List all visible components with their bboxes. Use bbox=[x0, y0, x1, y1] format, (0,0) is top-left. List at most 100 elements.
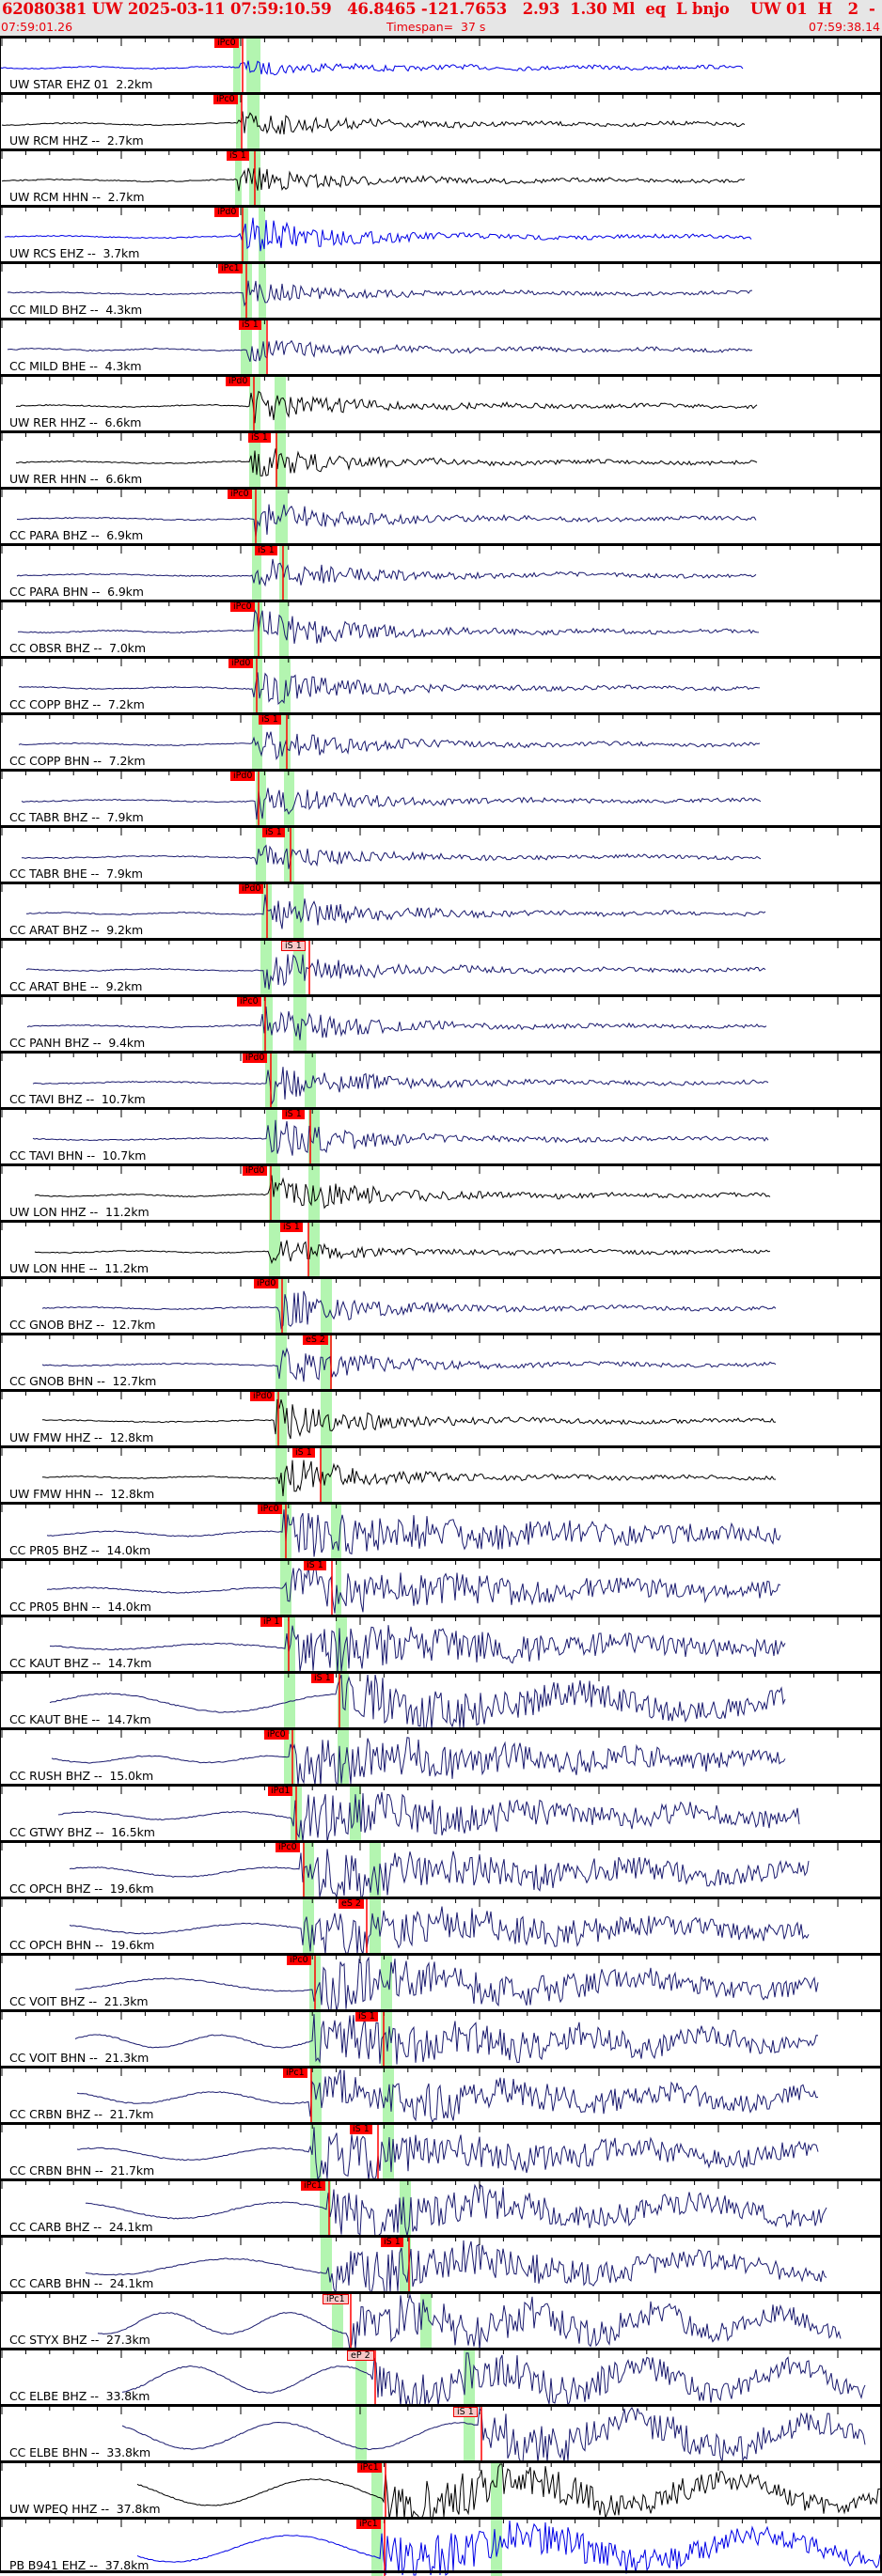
trace-row[interactable]: iPc1 CC STYX BHZ -- 27.3km bbox=[0, 2291, 882, 2350]
pick-window bbox=[247, 95, 260, 151]
trace-row[interactable]: iPc1 PB B941 EHZ -- 37.8km bbox=[0, 2517, 882, 2576]
trace-row[interactable]: iS 1 CC VOIT BHN -- 21.3km bbox=[0, 2009, 882, 2069]
trace-row[interactable]: iS 1 UW LON HHE -- 11.2km bbox=[0, 1220, 882, 1279]
trace-row[interactable]: iS 1 UW RCM HHN -- 2.7km bbox=[0, 148, 882, 208]
trace-row[interactable]: iPc0 CC RUSH BHZ -- 15.0km bbox=[0, 1727, 882, 1787]
phase-pick-label[interactable]: iPc0 bbox=[230, 602, 255, 612]
phase-pick-label[interactable]: iS 1 bbox=[248, 433, 271, 443]
trace-row[interactable]: iS 1 UW RER HHN -- 6.6km bbox=[0, 430, 882, 490]
pick-window bbox=[321, 1279, 332, 1335]
trace-row[interactable]: iPc0 CC PR05 BHZ -- 14.0km bbox=[0, 1502, 882, 1561]
trace-row[interactable]: iS 1 CC MILD BHE -- 4.3km bbox=[0, 318, 882, 377]
phase-pick-label[interactable]: iPc1 bbox=[301, 2181, 325, 2191]
trace-row[interactable]: iPd0 CC TABR BHZ -- 7.9km bbox=[0, 769, 882, 828]
pick-window bbox=[400, 2181, 411, 2238]
phase-pick-label[interactable]: iPd0 bbox=[228, 659, 254, 668]
trace-row[interactable]: iS 1 CC KAUT BHE -- 14.7km bbox=[0, 1671, 882, 1730]
phase-pick-label[interactable]: iPd0 bbox=[243, 1166, 268, 1176]
phase-pick-label[interactable]: iS 1 bbox=[304, 1561, 326, 1570]
phase-pick-label[interactable]: iPc0 bbox=[214, 39, 239, 48]
phase-pick-label[interactable]: iS 1 bbox=[350, 2125, 372, 2134]
trace-row[interactable]: iPc0 CC PARA BHZ -- 6.9km bbox=[0, 487, 882, 546]
phase-pick-label[interactable]: iS 1 bbox=[453, 2407, 478, 2417]
phase-pick-label[interactable]: iS 1 bbox=[282, 1110, 305, 1119]
phase-pick-label[interactable]: iPc1 bbox=[357, 2463, 382, 2473]
trace-row[interactable]: iPc0 UW RCM HHZ -- 2.7km bbox=[0, 92, 882, 151]
phase-pick-label[interactable]: iS 1 bbox=[355, 2012, 378, 2022]
trace-row[interactable]: iPd0 CC COPP BHZ -- 7.2km bbox=[0, 656, 882, 715]
phase-pick-label[interactable]: iP 1 bbox=[260, 1617, 283, 1627]
trace-row[interactable]: iS 1 CC PARA BHN -- 6.9km bbox=[0, 543, 882, 602]
trace-row[interactable]: iPc1 UW WPEQ HHZ -- 37.8km bbox=[0, 2460, 882, 2520]
trace-row[interactable]: iPd0 UW FMW HHZ -- 12.8km bbox=[0, 1389, 882, 1448]
phase-pick-label[interactable]: iPd0 bbox=[230, 772, 256, 781]
trace-row[interactable]: eP 2 CC ELBE BHZ -- 33.8km bbox=[0, 2348, 882, 2407]
trace-row[interactable]: iS 1 CC TABR BHE -- 7.9km bbox=[0, 825, 882, 884]
phase-pick-label[interactable]: eS 2 bbox=[303, 1335, 328, 1345]
trace-row[interactable]: iPd0 CC ARAT BHZ -- 9.2km bbox=[0, 882, 882, 941]
phase-pick-label[interactable]: iPc1 bbox=[323, 2294, 349, 2304]
trace-row[interactable]: iPc0 CC PANH BHZ -- 9.4km bbox=[0, 994, 882, 1054]
trace-row[interactable]: iS 1 CC PR05 BHN -- 14.0km bbox=[0, 1558, 882, 1617]
phase-pick-label[interactable]: iPc0 bbox=[258, 1505, 282, 1514]
trace-row[interactable]: iPc1 CC CARB BHZ -- 24.1km bbox=[0, 2178, 882, 2238]
trace-row[interactable]: eS 2 CC OPCH BHN -- 19.6km bbox=[0, 1897, 882, 1956]
phase-pick-label[interactable]: iPd1 bbox=[268, 1787, 293, 1796]
phase-pick-label[interactable]: iS 1 bbox=[255, 546, 277, 555]
trace-row[interactable]: iPc1 CC CRBN BHZ -- 21.7km bbox=[0, 2066, 882, 2125]
trace-row[interactable]: iS 1 CC TAVI BHN -- 10.7km bbox=[0, 1107, 882, 1166]
phase-pick-label[interactable]: iS 1 bbox=[259, 715, 281, 725]
trace-row[interactable]: iPd1 CC GTWY BHZ -- 16.5km bbox=[0, 1784, 882, 1843]
phase-pick-label[interactable]: iPd0 bbox=[226, 377, 251, 386]
phase-pick-label[interactable]: iPc1 bbox=[218, 264, 243, 273]
phase-pick-label[interactable]: iPd0 bbox=[243, 1054, 268, 1063]
pick-window bbox=[276, 433, 286, 490]
waveform-plot bbox=[1, 2066, 862, 2125]
phase-pick-label[interactable]: iPc0 bbox=[287, 1956, 311, 1965]
phase-pick-label[interactable]: iPc1 bbox=[283, 2069, 307, 2078]
waveform-trace bbox=[49, 1674, 786, 1729]
phase-pick-label[interactable]: iS 1 bbox=[280, 1223, 303, 1232]
phase-pick-label[interactable]: iPd0 bbox=[239, 884, 264, 894]
trace-row[interactable]: iPd0 CC GNOB BHZ -- 12.7km bbox=[0, 1276, 882, 1335]
phase-pick-label[interactable]: iS 1 bbox=[227, 151, 249, 161]
phase-pick-label[interactable]: iS 1 bbox=[239, 320, 261, 330]
trace-row[interactable]: iPc0 UW STAR EHZ 01 2.2km bbox=[0, 36, 882, 95]
waveform-plot bbox=[1, 1502, 862, 1561]
trace-row[interactable]: iS 1 CC CRBN BHN -- 21.7km bbox=[0, 2122, 882, 2181]
waveform-trace bbox=[18, 731, 761, 760]
phase-pick-label[interactable]: iS 1 bbox=[311, 1674, 334, 1683]
pick-window bbox=[491, 2520, 502, 2576]
phase-pick-label[interactable]: iPc0 bbox=[276, 1843, 300, 1852]
trace-row[interactable]: iP 1 CC KAUT BHZ -- 14.7km bbox=[0, 1615, 882, 1674]
trace-row[interactable]: iS 1 CC CARB BHN -- 24.1km bbox=[0, 2235, 882, 2294]
phase-pick-label[interactable]: iPc0 bbox=[264, 1730, 289, 1740]
trace-row[interactable]: iPd0 UW RER HHZ -- 6.6km bbox=[0, 374, 882, 433]
trace-row[interactable]: iS 1 UW FMW HHN -- 12.8km bbox=[0, 1445, 882, 1505]
trace-row[interactable]: iS 1 CC ELBE BHN -- 33.8km bbox=[0, 2404, 882, 2463]
trace-row[interactable]: iPc0 CC VOIT BHZ -- 21.3km bbox=[0, 1953, 882, 2012]
phase-pick-label[interactable]: iS 1 bbox=[281, 941, 306, 951]
phase-pick-label[interactable]: iS 1 bbox=[381, 2238, 403, 2247]
trace-row[interactable]: iPc0 CC OPCH BHZ -- 19.6km bbox=[0, 1840, 882, 1899]
phase-pick-label[interactable]: eS 2 bbox=[339, 1899, 364, 1909]
phase-pick-label[interactable]: iS 1 bbox=[292, 1448, 315, 1458]
phase-pick-label[interactable]: iPc0 bbox=[237, 997, 261, 1007]
phase-pick-label[interactable]: iPc0 bbox=[228, 490, 252, 499]
phase-pick-label[interactable]: iS 1 bbox=[262, 828, 285, 837]
phase-pick-label[interactable]: iPc1 bbox=[356, 2520, 381, 2529]
trace-row[interactable]: iPd0 CC TAVI BHZ -- 10.7km bbox=[0, 1051, 882, 1110]
phase-pick-label[interactable]: iPd0 bbox=[214, 208, 240, 217]
phase-pick-label[interactable]: iPc0 bbox=[213, 95, 238, 104]
trace-row[interactable]: iS 1 CC COPP BHN -- 7.2km bbox=[0, 712, 882, 772]
phase-pick-label[interactable]: eP 2 bbox=[347, 2350, 374, 2361]
trace-row[interactable]: iS 1 CC ARAT BHE -- 9.2km bbox=[0, 938, 882, 997]
trace-row[interactable]: eS 2 CC GNOB BHN -- 12.7km bbox=[0, 1333, 882, 1392]
waveform-plot bbox=[1, 1558, 862, 1617]
trace-row[interactable]: iPd0 UW LON HHZ -- 11.2km bbox=[0, 1163, 882, 1223]
phase-pick-label[interactable]: iPd0 bbox=[254, 1279, 279, 1288]
trace-row[interactable]: iPc1 CC MILD BHZ -- 4.3km bbox=[0, 261, 882, 320]
phase-pick-label[interactable]: iPd0 bbox=[250, 1392, 276, 1401]
trace-row[interactable]: iPd0 UW RCS EHZ -- 3.7km bbox=[0, 205, 882, 264]
trace-row[interactable]: iPc0 CC OBSR BHZ -- 7.0km bbox=[0, 600, 882, 659]
